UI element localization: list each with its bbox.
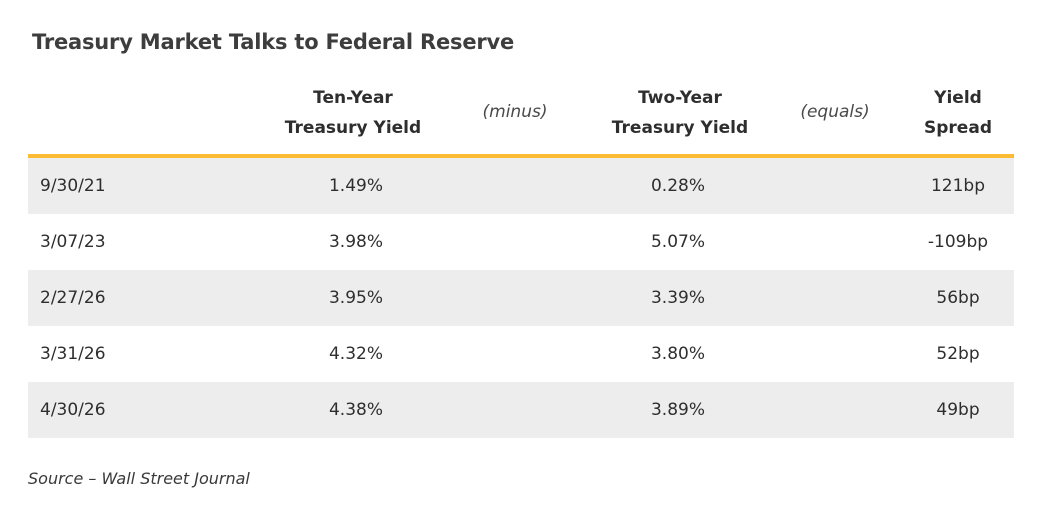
- table-row: 9/30/21 1.49% 0.28% 121bp: [28, 158, 1014, 214]
- table-row: 4/30/26 4.38% 3.89% 49bp: [28, 382, 1014, 438]
- header-two-year: Two-Year Treasury Yield: [575, 80, 785, 146]
- cell-spread: 121bp: [930, 176, 986, 196]
- cell-spread: -109bp: [927, 232, 989, 252]
- header-equals: (equals): [775, 82, 895, 142]
- table-row: 3/07/23 3.98% 5.07% -109bp: [28, 214, 1014, 270]
- cell-date: 3/31/26: [40, 344, 106, 364]
- cell-ten-year: 1.49%: [328, 176, 383, 196]
- cell-two-year: 3.39%: [650, 288, 705, 308]
- cell-two-year: 3.80%: [650, 344, 705, 364]
- header-two-year-line1: Two-Year: [638, 88, 722, 108]
- cell-two-year: 5.07%: [650, 232, 705, 252]
- cell-spread: 52bp: [936, 344, 980, 364]
- header-divider: [28, 154, 1014, 158]
- cell-two-year: 0.28%: [650, 176, 705, 196]
- header-spread-line1: Yield: [934, 88, 982, 108]
- cell-ten-year: 4.38%: [328, 400, 383, 420]
- header-ten-year: Ten-Year Treasury Yield: [248, 80, 458, 146]
- cell-date: 4/30/26: [40, 400, 106, 420]
- header-two-year-line2: Treasury Yield: [611, 118, 749, 138]
- cell-date: 3/07/23: [40, 232, 106, 252]
- cell-date: 9/30/21: [40, 176, 106, 196]
- header-ten-year-line2: Treasury Yield: [284, 118, 422, 138]
- table-title: Treasury Market Talks to Federal Reserve: [32, 30, 515, 54]
- header-minus: (minus): [455, 82, 575, 142]
- table-row: 3/31/26 4.32% 3.80% 52bp: [28, 326, 1014, 382]
- cell-spread: 49bp: [936, 400, 980, 420]
- cell-ten-year: 4.32%: [328, 344, 383, 364]
- cell-two-year: 3.89%: [650, 400, 705, 420]
- cell-spread: 56bp: [936, 288, 980, 308]
- cell-ten-year: 3.98%: [328, 232, 383, 252]
- header-minus-label: (minus): [482, 102, 548, 122]
- table-body: 9/30/21 1.49% 0.28% 121bp 3/07/23 3.98% …: [28, 158, 1014, 438]
- header-spread: Yield Spread: [898, 80, 1018, 146]
- cell-ten-year: 3.95%: [328, 288, 383, 308]
- header-equals-label: (equals): [800, 102, 870, 122]
- table-row: 2/27/26 3.95% 3.39% 56bp: [28, 270, 1014, 326]
- source-note: Source – Wall Street Journal: [28, 469, 250, 488]
- header-ten-year-line1: Ten-Year: [313, 88, 393, 108]
- cell-date: 2/27/26: [40, 288, 106, 308]
- header-spread-line2: Spread: [924, 118, 992, 138]
